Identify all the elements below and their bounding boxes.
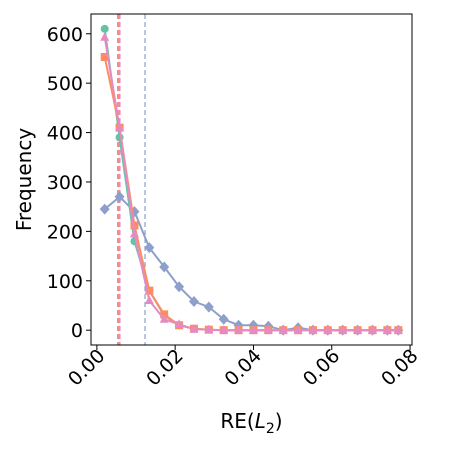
y-tick-label: 200: [47, 221, 83, 243]
data-point: [144, 295, 154, 305]
data-point: [130, 221, 139, 230]
data-point: [174, 281, 185, 293]
y-tick-label: 100: [47, 271, 83, 293]
data-point: [308, 325, 318, 334]
y-tick-label: 600: [47, 24, 83, 46]
data-point: [219, 325, 229, 334]
data-point: [323, 325, 333, 334]
data-point: [278, 325, 288, 334]
x-tick-label: 0.00: [64, 345, 109, 390]
x-tick-label: 0.04: [221, 345, 266, 390]
x-axis-label-prefix: RE(: [220, 409, 254, 433]
data-point: [189, 324, 199, 333]
y-axis-label: Frequency: [12, 128, 36, 231]
series-line-1: [104, 195, 399, 332]
series-2: [100, 52, 403, 335]
data-point: [393, 325, 403, 334]
x-tick-label: 0.06: [299, 345, 344, 390]
data-point: [100, 32, 110, 41]
data-point: [129, 228, 139, 238]
data-point: [99, 203, 110, 215]
x-tick-label: 0.08: [377, 345, 422, 390]
series-layer: [99, 24, 404, 336]
reference-lines: [117, 14, 146, 345]
data-point: [100, 52, 109, 61]
data-point: [114, 191, 125, 203]
x-axis-label: RE(L2): [220, 409, 282, 437]
y-tick-label: 500: [47, 73, 83, 95]
data-point: [174, 319, 184, 328]
data-point: [263, 325, 273, 334]
data-point: [248, 325, 258, 334]
y-tick-label: 300: [47, 172, 83, 194]
x-axis-ticks: 0.00 0.02 0.04 0.06 0.08: [64, 345, 423, 390]
data-point: [159, 314, 169, 323]
data-point: [100, 24, 109, 33]
data-point: [218, 313, 229, 325]
data-point: [115, 122, 125, 132]
x-axis-label-subscript: 2: [266, 421, 275, 437]
data-point: [353, 325, 363, 334]
data-point: [188, 296, 199, 308]
data-point: [145, 286, 154, 295]
data-point: [144, 242, 155, 254]
data-point: [367, 325, 377, 334]
data-point: [204, 324, 214, 334]
y-axis-ticks: 0 100 200 300 400 500 600: [47, 24, 91, 342]
data-point: [338, 325, 348, 334]
data-point: [159, 261, 170, 273]
data-point: [293, 325, 303, 334]
y-tick-label: 400: [47, 123, 83, 145]
series-3: [100, 32, 403, 334]
x-axis-label-variable: L: [255, 409, 266, 433]
y-tick-label: 0: [71, 320, 83, 342]
x-tick-label: 0.02: [142, 345, 187, 390]
data-point: [234, 325, 244, 334]
data-point: [203, 301, 214, 313]
data-point: [382, 325, 392, 334]
x-axis-label-suffix: ): [275, 409, 283, 433]
plot-frame: [90, 13, 413, 346]
